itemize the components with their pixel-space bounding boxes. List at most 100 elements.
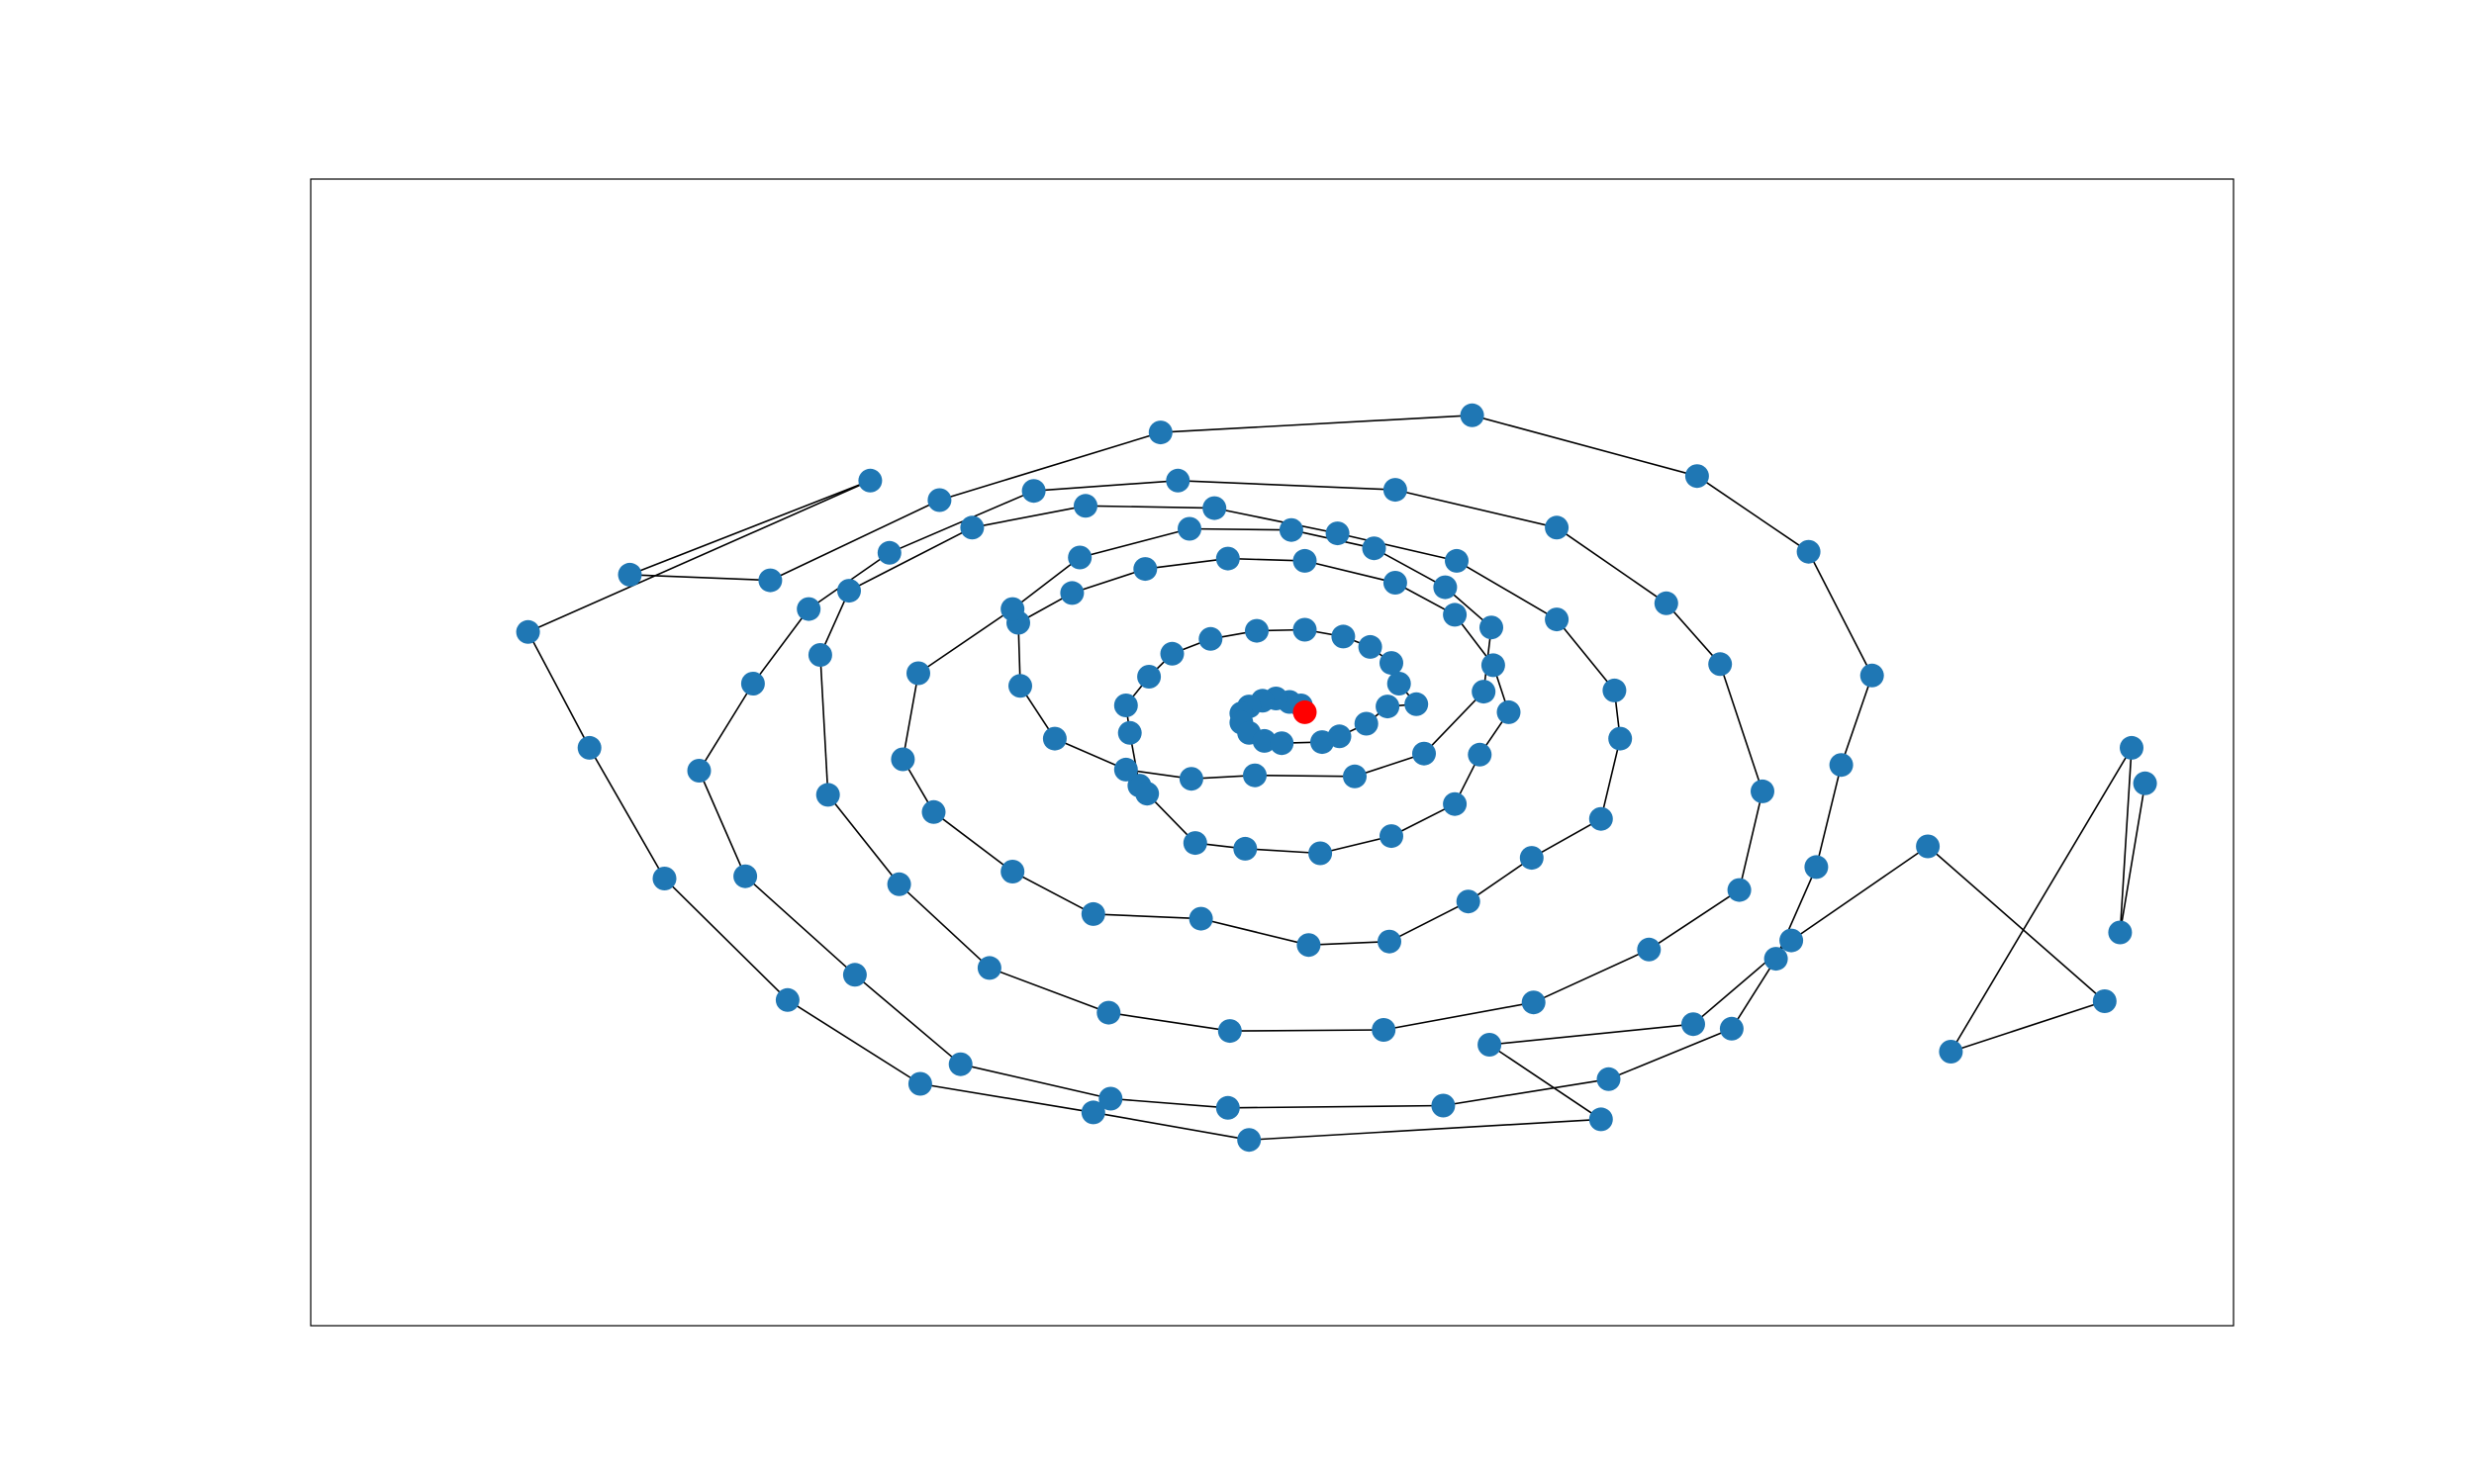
graph-node — [877, 540, 902, 565]
graph-node — [1445, 548, 1469, 573]
graph-edge — [1927, 845, 2106, 1002]
graph-edge — [1308, 940, 1390, 946]
graph-edge — [1304, 560, 1396, 584]
graph-edge — [663, 878, 789, 1001]
graph-node — [1325, 521, 1350, 546]
graph-node — [2120, 735, 2143, 760]
graph-node — [1133, 557, 1158, 582]
graph-node — [1243, 763, 1267, 788]
graph-node — [891, 747, 915, 772]
graph-node — [1068, 545, 1093, 570]
graph-edge — [1556, 618, 1616, 692]
graph-node — [1519, 846, 1544, 871]
graph-edge — [629, 480, 871, 576]
graph-node — [1343, 764, 1367, 788]
graph-node — [758, 568, 783, 593]
graph-node — [1479, 615, 1503, 640]
graph-edge — [1229, 1029, 1384, 1032]
graph-edge — [1951, 1000, 2106, 1053]
graph-node — [842, 963, 867, 987]
graph-edge — [827, 793, 901, 885]
graph-edge — [1468, 857, 1533, 902]
graph-node — [1008, 674, 1032, 698]
graph-edge — [1054, 737, 1127, 771]
graph-node — [1215, 1095, 1240, 1120]
graph-node — [1113, 694, 1138, 717]
graph-node — [1096, 1000, 1121, 1025]
graph-node — [1074, 494, 1097, 518]
graph-edge — [1178, 480, 1395, 491]
graph-edge — [1394, 489, 1558, 529]
graph-node — [1372, 1018, 1396, 1042]
graph-node — [1081, 1100, 1105, 1125]
graph-node — [1376, 695, 1400, 719]
graph-edge — [1443, 1078, 1609, 1107]
graph-edge — [1319, 835, 1392, 855]
graph-node — [1796, 539, 1821, 564]
graph-edge — [1383, 1001, 1534, 1031]
graph-node — [1000, 860, 1025, 883]
graph-node — [906, 661, 930, 686]
graph-node — [1460, 403, 1484, 427]
graph-edge — [1033, 480, 1179, 492]
graph-edge — [1472, 415, 1698, 477]
graph-node — [948, 1052, 973, 1076]
graph-edge — [1354, 752, 1425, 778]
graph-node — [1472, 680, 1496, 704]
graph-edge — [1374, 547, 1446, 589]
graph-node — [733, 864, 758, 888]
graph-node — [1380, 651, 1403, 676]
graph-edge — [1072, 568, 1146, 595]
graph-node — [1779, 928, 1804, 953]
graph-node — [1443, 791, 1468, 816]
graph-node — [1166, 468, 1190, 493]
graph-node — [1637, 937, 1662, 962]
graph-edge — [1608, 1028, 1733, 1080]
graph-edge — [1079, 527, 1190, 559]
graph-node — [1588, 1107, 1613, 1132]
graph-node — [1331, 624, 1356, 649]
graph-node — [921, 799, 946, 824]
graph-node — [1296, 933, 1321, 958]
graph-node — [1708, 652, 1733, 677]
graph-edge — [1145, 557, 1228, 570]
graph-node — [1178, 516, 1201, 541]
nodes-layer — [516, 403, 2157, 1153]
graph-node — [740, 672, 765, 696]
graph-edge — [819, 654, 829, 795]
graph-edge — [787, 999, 921, 1085]
graph-edge — [989, 967, 1109, 1014]
graph-node — [1198, 626, 1223, 651]
graph-node — [977, 956, 1001, 980]
graph-edge — [1456, 560, 1558, 620]
graph-node — [1545, 515, 1570, 540]
graph-node — [1382, 478, 1407, 503]
graph-edge — [1160, 415, 1473, 433]
graph-node — [1763, 947, 1788, 972]
graph-node — [618, 562, 642, 587]
graph-node — [1654, 591, 1678, 615]
graph-edge — [1665, 603, 1721, 665]
graph-node — [1060, 581, 1085, 605]
graph-node — [1042, 726, 1067, 751]
graph-node — [858, 468, 883, 493]
graph-edge — [848, 526, 973, 592]
graph-node — [1477, 1033, 1502, 1057]
graph-node — [1117, 720, 1142, 745]
graph-node — [2092, 989, 2117, 1013]
graph-edge — [1245, 848, 1321, 855]
graph-edge — [1254, 774, 1356, 778]
graph-node — [1596, 1067, 1621, 1091]
graph-edge — [1719, 664, 1763, 792]
graph-edge — [1531, 818, 1602, 859]
graph-edge — [629, 574, 771, 582]
graph-edge — [1093, 913, 1201, 920]
graph-edge — [899, 883, 991, 969]
graph-node — [1215, 546, 1240, 571]
graph-edge — [917, 607, 1013, 675]
graph-edge — [698, 683, 754, 772]
graph-edge — [1214, 507, 1338, 534]
graph-edge — [972, 505, 1087, 529]
graph-node — [1404, 692, 1429, 716]
graph-node — [1751, 779, 1774, 803]
